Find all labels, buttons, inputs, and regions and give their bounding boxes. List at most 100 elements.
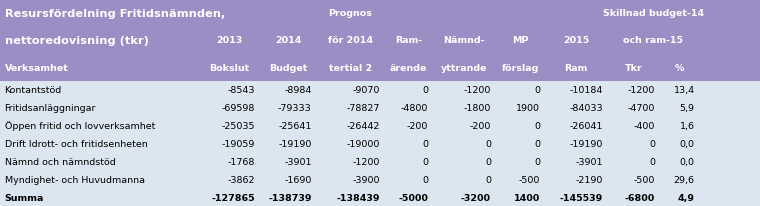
Text: -19059: -19059	[222, 139, 255, 148]
Text: 0: 0	[534, 121, 540, 130]
Text: 29,6: 29,6	[673, 175, 695, 184]
Text: 0: 0	[485, 175, 491, 184]
Text: -8984: -8984	[284, 86, 312, 95]
Text: -69598: -69598	[222, 104, 255, 112]
Text: 1900: 1900	[516, 104, 540, 112]
Text: -1200: -1200	[353, 157, 380, 166]
Text: -145539: -145539	[559, 193, 603, 202]
Text: 0: 0	[649, 139, 655, 148]
Text: -3900: -3900	[353, 175, 380, 184]
Text: -26041: -26041	[569, 121, 603, 130]
Text: -1200: -1200	[628, 86, 655, 95]
Text: -500: -500	[634, 175, 655, 184]
Text: 2013: 2013	[217, 36, 242, 45]
Bar	[0, 0, 760, 81]
Text: nettoredovisning (tkr): nettoredovisning (tkr)	[5, 36, 148, 46]
Text: 2015: 2015	[563, 36, 589, 45]
Text: Budget: Budget	[269, 63, 307, 72]
Text: 5,9: 5,9	[679, 104, 695, 112]
Text: -3200: -3200	[461, 193, 491, 202]
Text: -1800: -1800	[464, 104, 491, 112]
Text: Öppen fritid och lovverksamhet: Öppen fritid och lovverksamhet	[5, 121, 155, 131]
Text: Ram: Ram	[565, 63, 587, 72]
Text: -6800: -6800	[625, 193, 655, 202]
Bar	[0, 117, 760, 135]
Text: tertial 2: tertial 2	[329, 63, 372, 72]
Text: -5000: -5000	[398, 193, 428, 202]
Text: 4,9: 4,9	[678, 193, 695, 202]
Text: och ram-15: och ram-15	[623, 36, 683, 45]
Text: 13,4: 13,4	[673, 86, 695, 95]
Text: -1768: -1768	[228, 157, 255, 166]
Text: 0: 0	[534, 157, 540, 166]
Text: -25035: -25035	[222, 121, 255, 130]
Text: 0: 0	[485, 157, 491, 166]
Text: -400: -400	[634, 121, 655, 130]
Text: -19190: -19190	[278, 139, 312, 148]
Text: yttrande: yttrande	[441, 63, 487, 72]
Text: 0: 0	[534, 139, 540, 148]
Text: Tkr: Tkr	[625, 63, 642, 72]
Text: 0: 0	[649, 157, 655, 166]
Text: Bokslut: Bokslut	[210, 63, 249, 72]
Text: 1400: 1400	[514, 193, 540, 202]
Text: Resursfördelning Fritidsnämnden,: Resursfördelning Fritidsnämnden,	[5, 9, 225, 19]
Text: -1200: -1200	[464, 86, 491, 95]
Text: -500: -500	[519, 175, 540, 184]
Text: Verksamhet: Verksamhet	[5, 63, 68, 72]
Text: 0: 0	[422, 86, 428, 95]
Text: 1,6: 1,6	[679, 121, 695, 130]
Text: Prognos: Prognos	[328, 9, 372, 18]
Text: 0: 0	[485, 139, 491, 148]
Text: för 2014: för 2014	[328, 36, 373, 45]
Bar	[0, 135, 760, 153]
Text: Nämnd-: Nämnd-	[443, 36, 485, 45]
Bar	[0, 170, 760, 188]
Text: 0: 0	[422, 139, 428, 148]
Text: MP: MP	[512, 36, 528, 45]
Bar	[0, 153, 760, 170]
Text: Kontantstöd: Kontantstöd	[5, 86, 62, 95]
Text: -138439: -138439	[337, 193, 380, 202]
Text: Drift Idrott- och fritidsenheten: Drift Idrott- och fritidsenheten	[5, 139, 147, 148]
Bar	[0, 188, 760, 206]
Text: förslag: förslag	[502, 63, 539, 72]
Text: -25641: -25641	[278, 121, 312, 130]
Text: -19190: -19190	[569, 139, 603, 148]
Text: Summa: Summa	[5, 193, 44, 202]
Bar	[0, 99, 760, 117]
Text: 0: 0	[534, 86, 540, 95]
Text: -26442: -26442	[347, 121, 380, 130]
Text: ärende: ärende	[390, 63, 427, 72]
Text: -2190: -2190	[575, 175, 603, 184]
Text: -1690: -1690	[284, 175, 312, 184]
Text: -3862: -3862	[228, 175, 255, 184]
Text: 0,0: 0,0	[679, 157, 695, 166]
Text: -19000: -19000	[347, 139, 380, 148]
Text: -138739: -138739	[268, 193, 312, 202]
Text: -4700: -4700	[628, 104, 655, 112]
Text: -79333: -79333	[278, 104, 312, 112]
Text: -3901: -3901	[575, 157, 603, 166]
Text: 0: 0	[422, 175, 428, 184]
Text: 2014: 2014	[275, 36, 301, 45]
Text: 0: 0	[422, 157, 428, 166]
Text: -3901: -3901	[284, 157, 312, 166]
Text: -10184: -10184	[569, 86, 603, 95]
Bar	[0, 81, 760, 99]
Text: -4800: -4800	[401, 104, 428, 112]
Text: -127865: -127865	[212, 193, 255, 202]
Text: 0,0: 0,0	[679, 139, 695, 148]
Text: -200: -200	[470, 121, 491, 130]
Text: Skillnad budget-14: Skillnad budget-14	[603, 9, 704, 18]
Text: -84033: -84033	[569, 104, 603, 112]
Text: -200: -200	[407, 121, 428, 130]
Text: -8543: -8543	[228, 86, 255, 95]
Text: -78827: -78827	[347, 104, 380, 112]
Text: Fritidsanläggningar: Fritidsanläggningar	[5, 104, 96, 112]
Text: Nämnd och nämndstöd: Nämnd och nämndstöd	[5, 157, 116, 166]
Text: Ram-: Ram-	[395, 36, 422, 45]
Text: %: %	[675, 63, 684, 72]
Text: -9070: -9070	[353, 86, 380, 95]
Text: Myndighet- och Huvudmanna: Myndighet- och Huvudmanna	[5, 175, 144, 184]
